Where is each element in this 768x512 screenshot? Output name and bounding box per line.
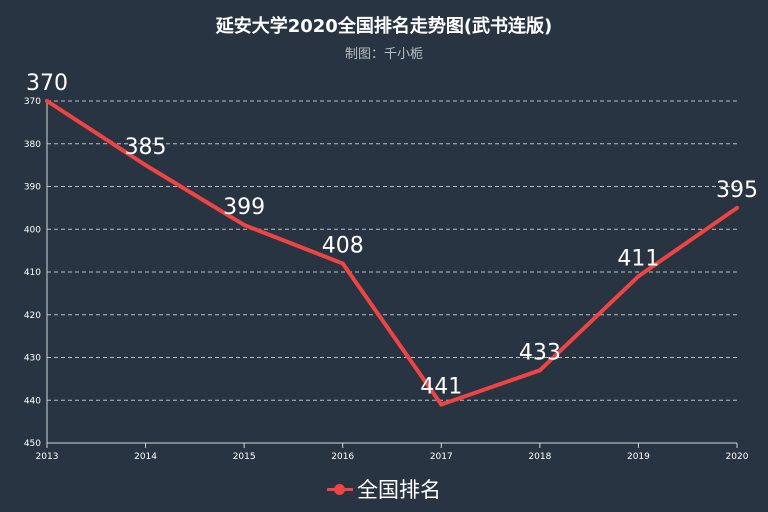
data-point[interactable] bbox=[45, 99, 49, 103]
y-tick-label: 370 bbox=[24, 97, 41, 107]
data-point[interactable] bbox=[735, 205, 739, 210]
data-label: 433 bbox=[519, 340, 561, 365]
data-label: 441 bbox=[420, 375, 462, 400]
data-label: 370 bbox=[26, 71, 68, 96]
data-point[interactable] bbox=[636, 274, 641, 279]
y-tick-label: 400 bbox=[24, 225, 41, 235]
chart-subtitle: 制图：千小栀 bbox=[344, 47, 423, 62]
x-tick-label: 2020 bbox=[726, 452, 749, 462]
x-tick-label: 2013 bbox=[36, 452, 59, 462]
grid-lines bbox=[47, 100, 737, 401]
chart-title: 延安大学2020全国排名走势图(武书连版) bbox=[215, 16, 553, 37]
data-label: 385 bbox=[125, 135, 167, 160]
data-label: 411 bbox=[617, 246, 659, 271]
legend-label: 全国排名 bbox=[357, 478, 441, 502]
x-tick-label: 2018 bbox=[528, 452, 551, 462]
x-tick-label: 2017 bbox=[430, 452, 453, 462]
y-tick-label: 430 bbox=[24, 354, 41, 364]
data-labels: 370 385 399 408 441 433 411 395 bbox=[26, 71, 758, 400]
data-label: 408 bbox=[322, 233, 364, 258]
legend[interactable]: 全国排名 bbox=[0, 474, 768, 504]
x-tick-label: 2014 bbox=[134, 452, 157, 462]
x-tick-label: 2019 bbox=[627, 452, 650, 462]
series-line[interactable] bbox=[45, 99, 739, 407]
y-tick-label: 380 bbox=[24, 140, 41, 150]
data-point[interactable] bbox=[537, 368, 542, 373]
series-layer bbox=[45, 99, 739, 407]
data-label: 395 bbox=[716, 178, 758, 203]
axes: 370 380 390 400 410 420 430 440 450 2013 2014 2015 2… bbox=[24, 97, 749, 462]
data-label: 399 bbox=[223, 195, 265, 220]
y-tick-label: 450 bbox=[24, 439, 41, 449]
x-tick-label: 2016 bbox=[331, 452, 354, 462]
data-point[interactable] bbox=[340, 261, 345, 266]
y-tick-label: 410 bbox=[24, 268, 41, 278]
data-point[interactable] bbox=[242, 222, 247, 227]
legend-marker-icon bbox=[327, 482, 353, 496]
y-tick-label: 390 bbox=[24, 183, 41, 193]
y-tick-label: 440 bbox=[24, 396, 41, 406]
y-tick-label: 420 bbox=[24, 311, 41, 321]
data-point[interactable] bbox=[439, 402, 444, 407]
data-point[interactable] bbox=[143, 163, 148, 168]
x-tick-label: 2015 bbox=[233, 452, 256, 462]
